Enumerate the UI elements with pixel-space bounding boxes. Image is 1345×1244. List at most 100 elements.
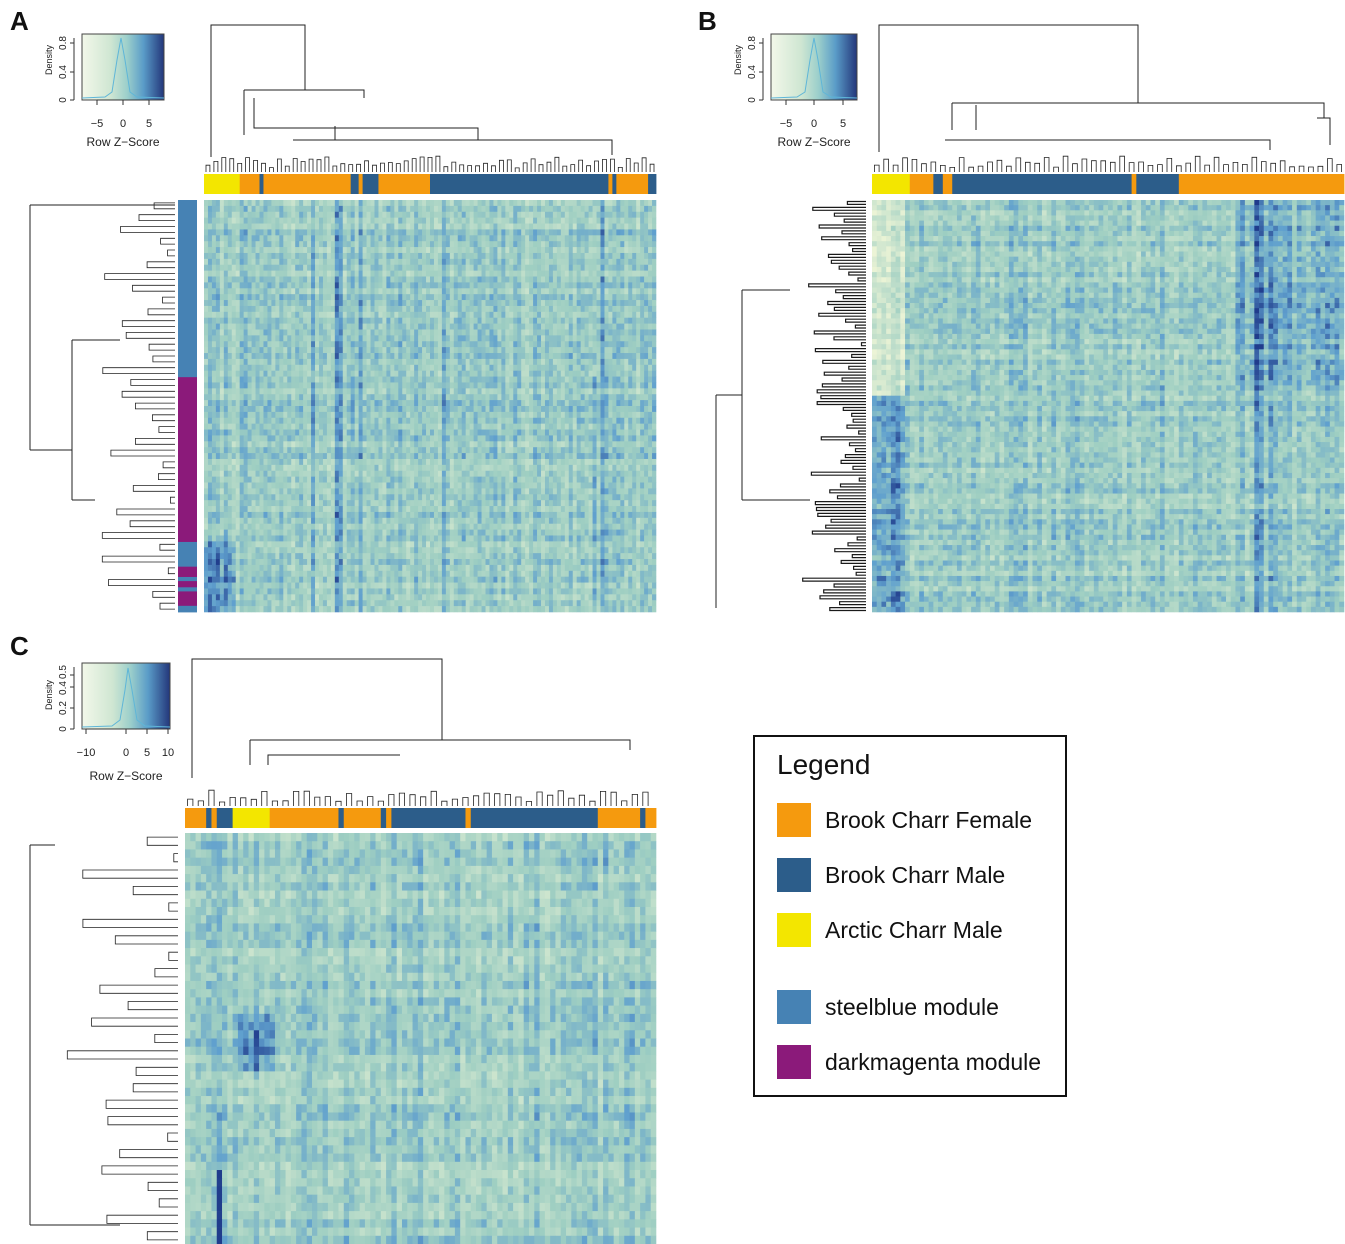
heatmap-cell [576,288,581,295]
heatmap-cell [342,370,348,377]
heatmap-cell [600,329,605,336]
heatmap-cell [489,282,494,289]
heatmap-cell [311,411,316,419]
heatmap-cell [584,435,589,442]
heatmap-cell [370,223,375,230]
heatmap-cell [648,341,653,348]
heatmap-cell [648,223,653,230]
heatmap-cell [263,376,268,383]
heatmap-cell [592,282,597,289]
heatmap-cell [283,400,288,407]
heatmap-cell [568,376,574,383]
heatmap-cell [346,294,351,301]
heatmap-cell [350,376,355,383]
color-key-b-density-curve [770,37,858,99]
heatmap-cell [477,247,482,254]
heatmap-cell [204,347,209,354]
heatmap-cell [287,411,292,419]
heatmap-cell [453,423,459,430]
heatmap-cell [473,258,478,266]
heatmap-cell [322,400,328,407]
heatmap-cell [449,235,455,242]
heatmap-cell [239,417,244,424]
heatmap-cell [521,423,526,430]
heatmap-cell [648,429,653,436]
heatmap-cell [430,200,435,207]
heatmap-cell [592,223,597,230]
heatmap-cell [275,388,280,395]
heatmap-cell [556,300,562,307]
heatmap-cell [247,276,252,283]
heatmap-cell [552,305,558,313]
heatmap-cell [552,211,558,218]
heatmap-cell [537,200,542,207]
heatmap-cell [461,317,466,324]
heatmap-cell [279,323,284,330]
heatmap-cell [580,252,585,260]
heatmap-cell [529,264,534,271]
heatmap-cell [370,376,375,383]
heatmap-cell [537,447,542,454]
heatmap-cell [624,323,629,330]
heatmap-cell [378,347,383,354]
heatmap-cell [552,411,558,419]
heatmap-cell [311,247,316,254]
heatmap-cell [513,211,518,218]
heatmap-cell [469,200,474,207]
heatmap-cell [271,435,276,442]
heatmap-cell [525,341,530,348]
heatmap-cell [556,429,562,436]
heatmap-cell [548,353,554,360]
heatmap-cell [477,288,482,295]
heatmap-cell [414,270,419,277]
heatmap-cell [402,394,407,401]
heatmap-cell [624,406,629,413]
heatmap-cell [632,264,637,271]
heatmap-cell [283,200,288,207]
heatmap-cell [493,347,498,354]
heatmap-cell [342,276,348,283]
heatmap-cell [584,294,589,301]
heatmap-cell [350,200,355,207]
heatmap-cell [469,370,474,377]
heatmap-cell [596,435,601,442]
heatmap-cell [326,229,332,236]
heatmap-cell [600,200,605,207]
heatmap-cell [255,411,260,419]
heatmap-cell [473,347,478,354]
color-key-c-xtick-2: 5 [144,747,150,759]
heatmap-cell [632,270,637,277]
heatmap-cell [295,305,300,313]
heatmap-cell [457,417,463,424]
heatmap-cell [370,423,375,430]
heatmap-cell [576,294,581,301]
heatmap-cell [267,364,272,371]
heatmap-cell [584,241,589,248]
heatmap-cell [204,435,209,442]
heatmap-cell [247,252,252,260]
heatmap-cell [263,211,268,218]
heatmap-cell [426,200,431,207]
heatmap-cell [414,400,419,407]
heatmap-cell [596,382,601,389]
heatmap-cell [485,335,490,342]
heatmap-cell [259,347,264,354]
heatmap-cell [580,382,585,389]
heatmap-cell [433,417,439,424]
heatmap-cell [398,294,403,301]
heatmap-cell [271,329,276,336]
heatmap-cell [620,429,625,436]
heatmap-cell [398,335,403,342]
heatmap-cell [422,252,427,260]
heatmap-cell [477,241,482,248]
heatmap-cell [612,200,617,207]
heatmap-cell [449,300,455,307]
color-key-a-xtick-0: −5 [91,118,104,130]
heatmap-cell [422,382,427,389]
heatmap-cell [231,270,237,277]
heatmap-cell [584,364,589,371]
heatmap-cell [406,205,411,213]
heatmap-cell [576,305,581,313]
heatmap-cell [485,447,490,454]
heatmap-cell [521,400,526,407]
